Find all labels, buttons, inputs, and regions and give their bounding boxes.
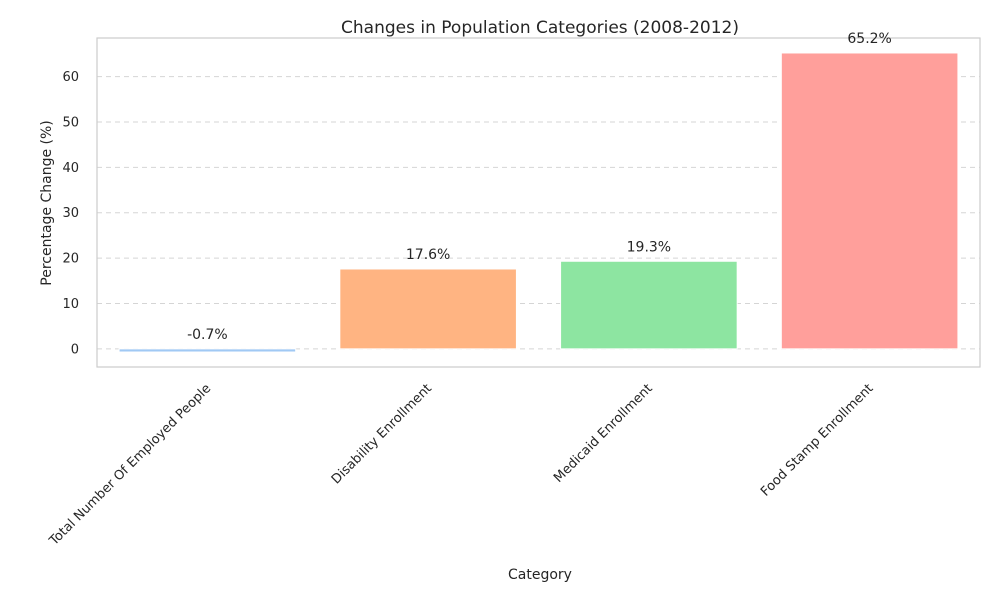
bar-1: [339, 268, 517, 350]
data-label-3: 65.2%: [847, 31, 891, 47]
bar-0: [118, 348, 297, 353]
x-tick-label: Medicaid Enrollment: [551, 381, 656, 486]
x-tick-label: Food Stamp Enrollment: [758, 381, 876, 499]
y-tick-label: 40: [62, 161, 79, 176]
y-tick-label: 20: [62, 252, 79, 267]
y-axis-label: Percentage Change (%): [39, 120, 55, 285]
y-ticks: 0 10 20 30 40 50 60: [62, 70, 79, 357]
x-ticks: Total Number Of Employed People Disabilit…: [46, 381, 876, 549]
x-axis-label: Category: [508, 567, 572, 583]
chart-title: Changes in Population Categories (2008-2…: [341, 18, 739, 38]
y-tick-label: 60: [62, 70, 79, 85]
x-tick-label: Total Number Of Employed People: [46, 381, 214, 549]
y-tick-label: 50: [62, 115, 79, 130]
y-tick-label: 30: [62, 206, 79, 221]
data-label-2: 19.3%: [627, 239, 671, 255]
y-tick-label: 10: [62, 297, 79, 312]
bar-3: [780, 52, 959, 350]
gridlines: [97, 76, 980, 350]
data-label-1: 17.6%: [406, 247, 450, 263]
plot-frame: [96, 37, 981, 368]
data-labels: -0.7% 17.6% 19.3% 65.2%: [187, 31, 892, 343]
x-tick-label: Disability Enrollment: [329, 381, 435, 487]
y-tick-label: 0: [71, 342, 79, 357]
data-label-0: -0.7%: [187, 327, 228, 343]
bars: [118, 52, 959, 353]
bar-2: [560, 260, 738, 350]
